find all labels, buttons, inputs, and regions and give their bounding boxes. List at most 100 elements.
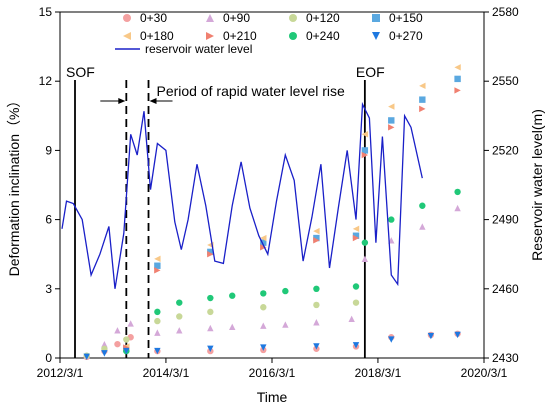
legend-marker-0-90 <box>206 14 214 22</box>
data-point-0-120 <box>123 336 130 343</box>
y-right-tick-label: 2520 <box>492 143 519 157</box>
data-point-0-180 <box>313 227 320 235</box>
data-point-0-240 <box>207 294 214 302</box>
data-point-0-90 <box>313 319 320 326</box>
data-point-0-150 <box>154 262 161 269</box>
data-point-0-120 <box>260 304 267 311</box>
x-axis-title: Time <box>257 389 288 405</box>
y-left-axis-title: Deformation inclination（%） <box>6 94 22 277</box>
x-tick-label: 2016/3/1 <box>249 366 296 380</box>
data-point-0-150 <box>207 248 214 256</box>
eof-label: EOF <box>356 64 385 80</box>
legend-label: 0+120 <box>306 11 340 25</box>
data-point-0-90 <box>154 329 161 336</box>
data-point-0-120 <box>154 317 161 325</box>
data-point-0-90 <box>114 327 121 334</box>
legend-marker-0-150 <box>372 14 380 22</box>
y-right-tick-label: 2580 <box>492 5 519 19</box>
legend-label: reservoir water level <box>145 42 252 56</box>
y-right-tick-label: 2430 <box>492 351 519 365</box>
data-point-0-150 <box>419 96 426 103</box>
legend-marker-0-210 <box>206 32 214 40</box>
y-right-tick-label: 2490 <box>492 213 519 227</box>
data-point-0-90 <box>207 324 214 332</box>
y-left-tick-label: 6 <box>45 213 52 227</box>
data-point-0-180 <box>454 64 461 71</box>
legend-label: 0+270 <box>389 29 423 43</box>
data-point-0-210 <box>154 267 161 274</box>
data-point-0-180 <box>260 234 267 242</box>
data-point-0-240 <box>176 299 183 306</box>
data-point-0-120 <box>176 313 183 320</box>
y-right-axis-title: Reservoir water level(m) <box>529 109 545 261</box>
legend-label: 0+240 <box>306 29 340 43</box>
data-point-0-30 <box>114 340 121 348</box>
x-tick-label: 2012/3/1 <box>37 366 84 380</box>
data-point-0-150 <box>388 117 395 124</box>
data-point-0-90 <box>282 321 289 328</box>
data-point-0-90 <box>260 322 267 329</box>
data-point-0-240 <box>313 285 320 292</box>
data-point-0-150 <box>313 234 320 242</box>
data-point-0-240 <box>154 308 161 316</box>
rapid-arrow-right-head <box>149 98 157 104</box>
y-left-tick-label: 12 <box>39 74 53 88</box>
data-point-0-210 <box>454 87 461 94</box>
y-left-tick-label: 15 <box>39 5 53 19</box>
plot-area: 2012/3/1 2014/3/1 2016/3/1 2018/3/1 2020/3/1… <box>6 5 545 405</box>
data-point-0-210 <box>207 251 214 258</box>
data-point-0-270 <box>83 353 90 361</box>
data-point-0-150 <box>454 75 461 83</box>
data-point-0-150 <box>352 232 360 239</box>
data-point-0-270 <box>101 350 108 357</box>
y-left-tick-label: 3 <box>45 282 52 296</box>
data-point-0-270 <box>154 347 161 355</box>
data-point-0-210 <box>419 105 426 113</box>
data-point-0-120 <box>352 299 360 306</box>
data-point-0-90 <box>176 327 183 334</box>
legend-marker-0-180 <box>123 32 131 40</box>
data-point-0-210 <box>260 244 267 251</box>
data-point-0-90 <box>229 323 236 331</box>
data-point-0-240 <box>419 202 426 209</box>
x-tick-label: 2014/3/1 <box>143 366 190 380</box>
data-point-0-90 <box>361 255 369 263</box>
data-point-0-180 <box>352 225 360 233</box>
rapid-label: Period of rapid water level rise <box>157 83 346 99</box>
legend-marker-0-270 <box>372 32 380 40</box>
data-point-0-180 <box>419 82 426 90</box>
rapid-arrow-left-head <box>118 98 126 104</box>
sof-label: SOF <box>66 64 95 80</box>
data-point-0-270 <box>427 332 435 340</box>
data-point-0-210 <box>361 151 369 159</box>
x-tick-label: 2020/3/1 <box>461 366 508 380</box>
data-point-0-240 <box>229 292 236 299</box>
data-point-0-90 <box>127 320 134 327</box>
data-point-0-240 <box>361 239 369 246</box>
data-point-0-270 <box>313 343 320 350</box>
data-point-0-120 <box>207 308 214 316</box>
data-point-0-90 <box>454 204 461 212</box>
legend-marker-0-30 <box>123 14 131 22</box>
reservoir-water-level-line <box>61 101 423 289</box>
data-point-0-150 <box>260 239 267 246</box>
legend-label: 0+30 <box>140 11 167 25</box>
data-point-0-270 <box>260 344 267 351</box>
legend-label: 0+210 <box>223 29 257 43</box>
legend-marker-0-240 <box>289 32 297 40</box>
data-point-0-180 <box>154 255 161 263</box>
data-point-0-240 <box>388 216 395 223</box>
x-tick-label: 2018/3/1 <box>355 366 402 380</box>
y-right-tick-label: 2460 <box>492 282 519 296</box>
legend-label: 0+90 <box>223 11 250 25</box>
data-point-0-210 <box>388 124 395 131</box>
y-left-tick-label: 0 <box>45 351 52 365</box>
data-point-0-90 <box>348 315 355 322</box>
data-point-0-270 <box>454 331 461 339</box>
data-point-0-240 <box>260 290 267 297</box>
plot-frame <box>59 11 485 359</box>
data-point-0-150 <box>361 147 369 154</box>
data-point-0-180 <box>388 103 395 110</box>
data-point-0-180 <box>361 131 369 138</box>
